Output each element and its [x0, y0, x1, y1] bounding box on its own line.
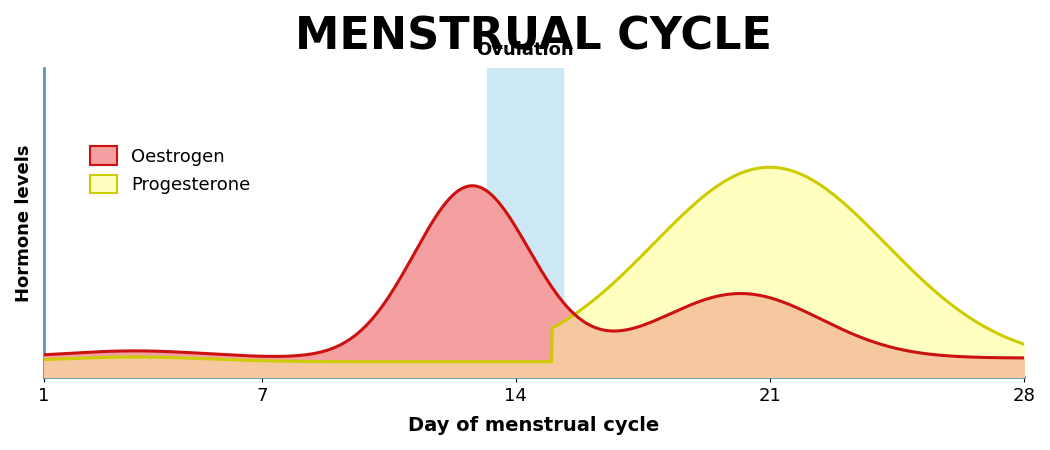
X-axis label: Day of menstrual cycle: Day of menstrual cycle — [408, 416, 659, 435]
Text: Ovulation: Ovulation — [476, 41, 573, 59]
Legend: Oestrogen, Progesterone: Oestrogen, Progesterone — [83, 139, 257, 202]
Y-axis label: Hormone levels: Hormone levels — [15, 144, 33, 302]
Bar — [487, 68, 563, 377]
Title: MENSTRUAL CYCLE: MENSTRUAL CYCLE — [295, 15, 773, 58]
